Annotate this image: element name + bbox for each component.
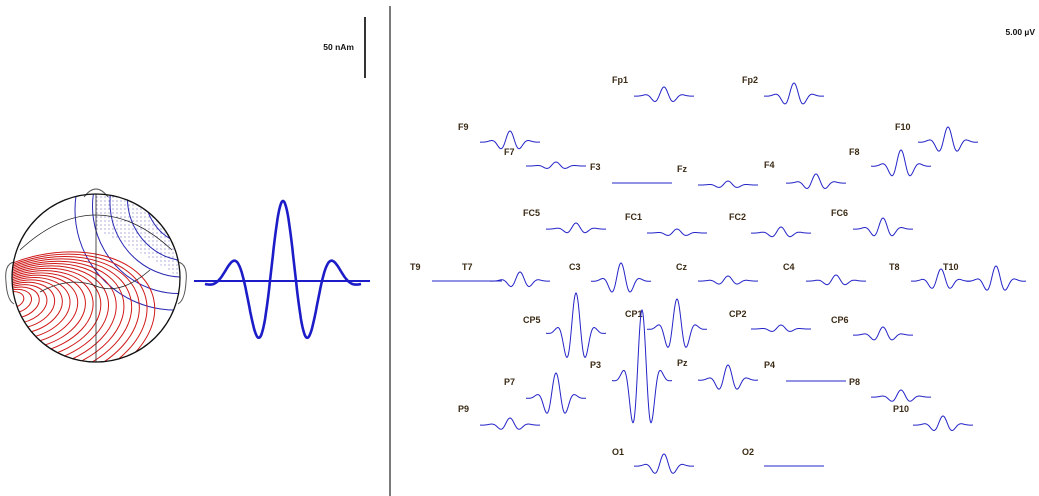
channel-label-cp1: CP1 xyxy=(625,309,643,319)
channel-label-f10: F10 xyxy=(895,122,911,132)
channel-label-pz: Pz xyxy=(677,358,688,368)
channel-trace-fc5 xyxy=(545,222,607,234)
positive-contour xyxy=(12,256,140,362)
channel-trace-p7 xyxy=(526,372,586,414)
left-ear-outline xyxy=(5,261,15,305)
source-waveform xyxy=(204,199,362,340)
channel-trace-t8 xyxy=(911,268,971,289)
channel-trace-cz xyxy=(698,275,758,285)
channel-label-p4: P4 xyxy=(764,360,775,370)
channel-label-t8: T8 xyxy=(889,262,900,272)
negative-contour xyxy=(74,194,180,311)
channel-trace-f4 xyxy=(786,173,846,190)
channel-trace-p8 xyxy=(871,389,931,402)
channel-trace-cp2 xyxy=(751,324,811,332)
channel-label-cp2: CP2 xyxy=(729,309,747,319)
channel-label-fc1: FC1 xyxy=(625,212,642,222)
channel-label-p8: P8 xyxy=(849,377,860,387)
negative-contour xyxy=(144,194,180,245)
channel-label-f7: F7 xyxy=(504,147,515,157)
channel-trace-fc2 xyxy=(750,226,812,238)
channel-label-p3: P3 xyxy=(590,360,601,370)
positive-contour xyxy=(12,265,110,362)
positive-contour xyxy=(12,260,125,362)
channel-trace-c4 xyxy=(805,274,867,286)
channel-label-f4: F4 xyxy=(764,160,775,170)
channel-trace-fc1 xyxy=(647,228,707,236)
channel-label-cz: Cz xyxy=(676,262,687,272)
channel-trace-cp6 xyxy=(853,326,913,341)
channel-trace-fz xyxy=(698,180,758,188)
channel-trace-fp2 xyxy=(764,82,824,105)
channel-label-f8: F8 xyxy=(849,147,860,157)
channel-label-p7: P7 xyxy=(504,377,515,387)
channel-label-o2: O2 xyxy=(742,447,754,457)
channel-label-t7: T7 xyxy=(462,262,473,272)
channel-trace-fc6 xyxy=(853,217,913,237)
positive-contour xyxy=(12,258,133,362)
channel-label-fp1: Fp1 xyxy=(612,75,628,85)
channel-trace-f7 xyxy=(526,161,586,169)
channel-trace-cp1 xyxy=(646,298,708,348)
channel-label-fp2: Fp2 xyxy=(742,75,758,85)
channel-trace-o1 xyxy=(634,453,694,474)
channel-trace-p10 xyxy=(913,415,973,432)
negative-contour xyxy=(109,194,180,278)
channel-trace-t7 xyxy=(490,271,550,288)
channel-label-fc2: FC2 xyxy=(729,212,746,222)
negative-contour xyxy=(91,194,180,295)
source-panel: 50 nAm xyxy=(5,17,370,363)
topographic-map xyxy=(12,194,180,362)
positive-contour xyxy=(12,284,48,325)
channel-trace-f9 xyxy=(480,130,540,150)
positive-contour xyxy=(12,251,156,362)
channel-label-cp5: CP5 xyxy=(523,315,541,325)
channel-label-p9: P9 xyxy=(458,404,469,414)
head-outline xyxy=(11,193,181,363)
channel-trace-c3 xyxy=(590,262,652,293)
channel-label-f3: F3 xyxy=(590,162,601,172)
channel-label-t10: T10 xyxy=(943,262,959,272)
channel-trace-t10 xyxy=(966,265,1026,291)
channel-trace-pz xyxy=(698,364,758,390)
uv-scale-label: 5.00 µV xyxy=(1006,27,1036,37)
positive-contour xyxy=(12,288,33,314)
channel-label-fc6: FC6 xyxy=(831,208,848,218)
channel-label-f9: F9 xyxy=(458,122,469,132)
channel-label-t9: T9 xyxy=(410,262,421,272)
channel-trace-p9 xyxy=(480,417,540,430)
channel-trace-f10 xyxy=(918,126,978,152)
negative-contour xyxy=(126,194,180,262)
channel-label-o1: O1 xyxy=(612,447,624,457)
channel-trace-fp1 xyxy=(634,86,694,103)
channel-label-fz: Fz xyxy=(677,164,687,174)
right-ear-outline xyxy=(177,261,187,305)
positive-contour xyxy=(12,263,117,362)
channel-trace-f8 xyxy=(871,149,931,177)
channel-label-cp6: CP6 xyxy=(831,315,849,325)
positive-contour xyxy=(12,253,148,362)
inner-ring xyxy=(19,214,173,251)
channel-label-fc5: FC5 xyxy=(523,208,540,218)
channel-label-c4: C4 xyxy=(783,262,795,272)
sensor-panel: 5.00 µV Fp1 Fp2 F9 F10 F7 F3 Fz F4 F8 FC5 FC1 FC2 FC… xyxy=(410,27,1036,474)
channel-label-p10: P10 xyxy=(893,404,909,414)
channel-traces: Fp1 Fp2 F9 F10 F7 F3 Fz F4 F8 FC5 FC1 FC2 FC6 T9 T7 C3 C… xyxy=(410,75,1026,474)
nam-scale-label: 50 nAm xyxy=(323,42,354,52)
channel-label-c3: C3 xyxy=(569,262,581,272)
channel-trace-cp5 xyxy=(546,292,606,359)
negative-contour xyxy=(161,194,180,229)
central-line xyxy=(39,269,151,293)
channel-trace-p3 xyxy=(611,308,673,424)
